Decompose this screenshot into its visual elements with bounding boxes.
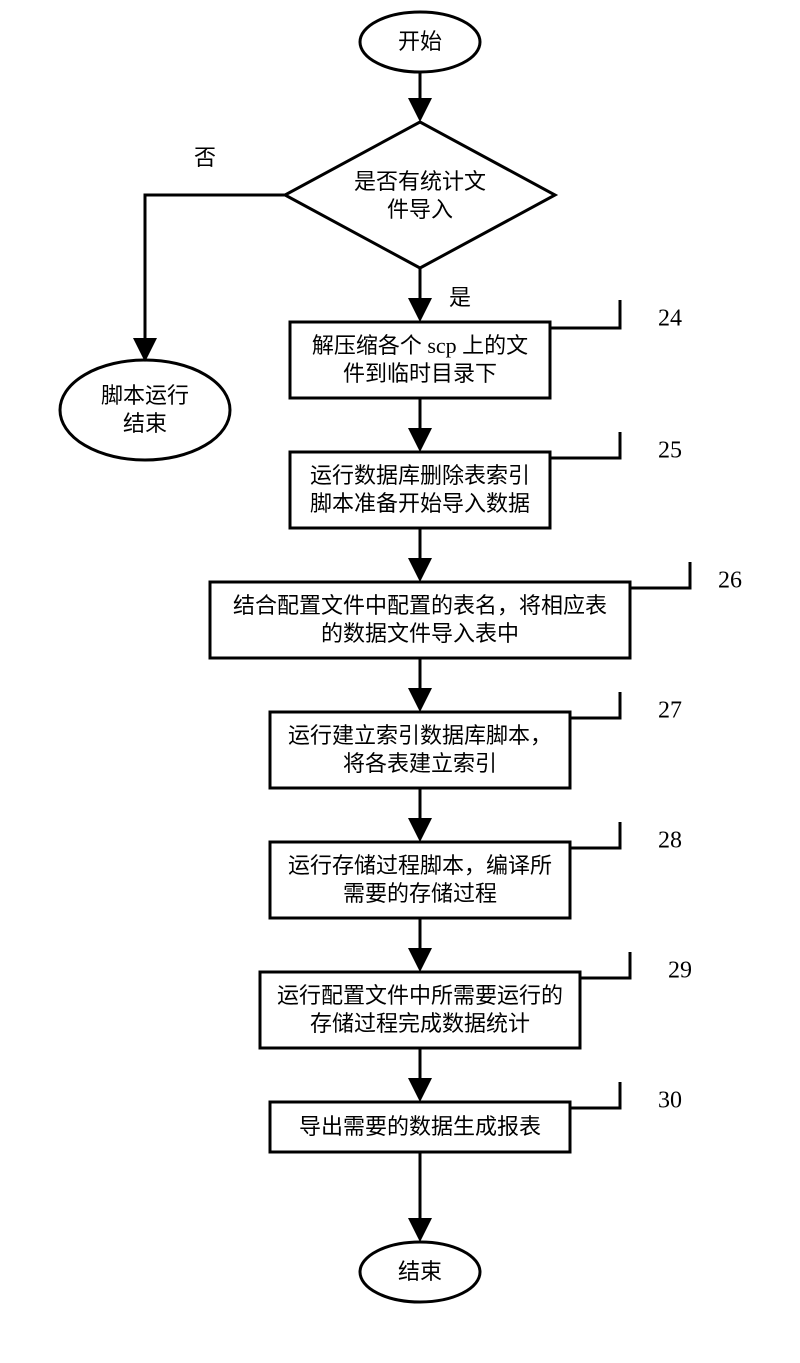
script-end-line2: 结束 [123,411,167,436]
step24-ref-line [550,300,620,328]
step27-ref-line [570,692,620,718]
decision-node: 是否有统计文 件导入 [285,122,555,268]
start-node: 开始 [360,12,480,72]
step28-node: 运行存储过程脚本，编译所 需要的存储过程 [270,842,570,918]
step28-line1: 运行存储过程脚本，编译所 [288,853,552,878]
step27-line2: 将各表建立索引 [343,751,497,776]
flowchart-canvas: 开始 是否有统计文 件导入 否 脚本运行 结束 是 解压缩各个 scp 上的文 … [0,0,800,1363]
step24-line2: 件到临时目录下 [343,361,497,386]
step26-line2: 的数据文件导入表中 [321,621,519,646]
step25-line1: 运行数据库删除表索引 [310,463,530,488]
decision-line1: 是否有统计文 [354,169,486,194]
step25-ref: 25 [658,438,682,464]
step26-ref-line [630,562,690,588]
end-node: 结束 [360,1242,480,1302]
decision-line2: 件导入 [387,197,453,222]
step24-line1: 解压缩各个 scp 上的文 [312,333,528,358]
script-end-node: 脚本运行 结束 [60,360,230,460]
step28-ref-line [570,822,620,848]
step25-node: 运行数据库删除表索引 脚本准备开始导入数据 [290,452,550,528]
step28-line2: 需要的存储过程 [343,881,497,906]
step29-node: 运行配置文件中所需要运行的 存储过程完成数据统计 [260,972,580,1048]
step29-line2: 存储过程完成数据统计 [310,1011,530,1036]
step26-line1: 结合配置文件中配置的表名，将相应表 [233,593,607,618]
step26-node: 结合配置文件中配置的表名，将相应表 的数据文件导入表中 [210,582,630,658]
step29-line1: 运行配置文件中所需要运行的 [277,983,563,1008]
step30-line1: 导出需要的数据生成报表 [299,1114,541,1139]
step29-ref-line [580,952,630,978]
step25-line2: 脚本准备开始导入数据 [310,491,530,516]
step25-ref-line [550,432,620,458]
step27-line1: 运行建立索引数据库脚本， [288,723,552,748]
step24-ref: 24 [658,306,682,332]
end-label: 结束 [398,1259,442,1284]
start-label: 开始 [398,29,442,54]
step30-ref: 30 [658,1088,682,1114]
step30-ref-line [570,1082,620,1108]
script-end-line1: 脚本运行 [101,383,189,408]
step30-node: 导出需要的数据生成报表 [270,1102,570,1152]
no-label: 否 [194,145,216,170]
step24-node: 解压缩各个 scp 上的文 件到临时目录下 [290,322,550,398]
step28-ref: 28 [658,828,682,854]
step27-node: 运行建立索引数据库脚本， 将各表建立索引 [270,712,570,788]
edge-decision-no [145,195,285,358]
step26-ref: 26 [718,568,742,594]
step27-ref: 27 [658,698,682,724]
step29-ref: 29 [668,958,692,984]
yes-label: 是 [449,285,471,310]
